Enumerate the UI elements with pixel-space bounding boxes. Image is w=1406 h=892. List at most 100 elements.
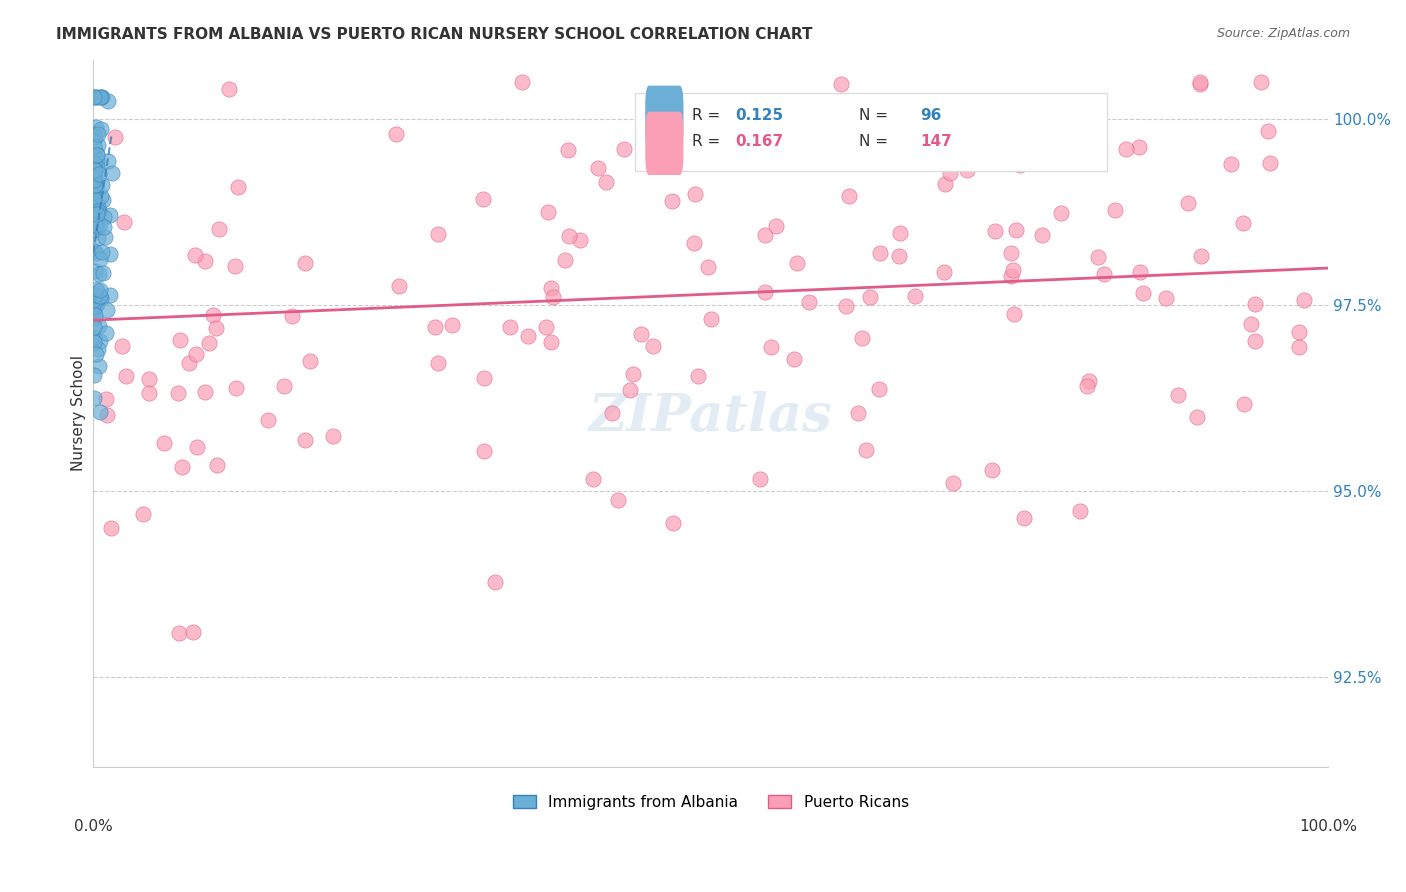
Immigrants from Albania <box>89 217 111 231</box>
Puerto Ricans <box>700 312 723 326</box>
Text: R =: R = <box>692 134 725 149</box>
Puerto Ricans <box>630 326 652 341</box>
Immigrants from Albania <box>86 90 108 104</box>
Immigrants from Albania <box>84 287 107 301</box>
Immigrants from Albania <box>87 127 110 141</box>
Immigrants from Albania <box>83 222 105 236</box>
Immigrants from Albania <box>87 204 110 219</box>
Puerto Ricans <box>838 189 860 203</box>
Immigrants from Albania <box>84 245 107 260</box>
Puerto Ricans <box>172 460 194 475</box>
Puerto Ricans <box>299 354 322 368</box>
Immigrants from Albania <box>89 203 111 218</box>
Puerto Ricans <box>754 285 776 299</box>
Puerto Ricans <box>851 331 873 345</box>
Puerto Ricans <box>956 162 979 177</box>
Puerto Ricans <box>425 319 447 334</box>
Puerto Ricans <box>194 384 217 399</box>
Puerto Ricans <box>980 463 1002 477</box>
Text: 147: 147 <box>921 134 952 149</box>
Puerto Ricans <box>1177 195 1199 210</box>
Puerto Ricans <box>600 406 623 420</box>
Puerto Ricans <box>1032 147 1054 161</box>
Puerto Ricans <box>835 299 858 313</box>
Puerto Ricans <box>1129 265 1152 279</box>
Immigrants from Albania <box>84 263 107 277</box>
Puerto Ricans <box>96 392 118 406</box>
Puerto Ricans <box>1069 503 1091 517</box>
Puerto Ricans <box>169 625 191 640</box>
Immigrants from Albania <box>100 208 122 222</box>
Text: 96: 96 <box>921 108 942 123</box>
Puerto Ricans <box>294 434 316 448</box>
Puerto Ricans <box>1128 140 1150 154</box>
Immigrants from Albania <box>86 160 108 174</box>
Puerto Ricans <box>1154 291 1177 305</box>
Immigrants from Albania <box>90 90 112 104</box>
Immigrants from Albania <box>89 252 111 266</box>
Immigrants from Albania <box>82 197 104 211</box>
Text: IMMIGRANTS FROM ALBANIA VS PUERTO RICAN NURSERY SCHOOL CORRELATION CHART: IMMIGRANTS FROM ALBANIA VS PUERTO RICAN … <box>56 27 813 42</box>
Legend: Immigrants from Albania, Puerto Ricans: Immigrants from Albania, Puerto Ricans <box>506 789 915 815</box>
Puerto Ricans <box>934 177 956 191</box>
Immigrants from Albania <box>83 197 105 211</box>
Immigrants from Albania <box>87 285 110 299</box>
Puerto Ricans <box>257 413 280 427</box>
Puerto Ricans <box>917 103 939 117</box>
Puerto Ricans <box>218 81 240 95</box>
Immigrants from Albania <box>87 359 110 373</box>
Puerto Ricans <box>868 382 890 396</box>
Text: N =: N = <box>859 108 893 123</box>
Puerto Ricans <box>1288 340 1310 354</box>
Puerto Ricans <box>1076 379 1098 393</box>
Puerto Ricans <box>472 371 495 385</box>
Immigrants from Albania <box>84 90 107 104</box>
Immigrants from Albania <box>84 163 107 178</box>
Immigrants from Albania <box>84 120 107 135</box>
Immigrants from Albania <box>91 193 114 207</box>
Puerto Ricans <box>662 516 685 530</box>
Puerto Ricans <box>765 219 787 233</box>
Puerto Ricans <box>697 260 720 275</box>
Immigrants from Albania <box>90 189 112 203</box>
Puerto Ricans <box>205 458 228 473</box>
Puerto Ricans <box>932 265 955 279</box>
Puerto Ricans <box>1050 205 1073 219</box>
Immigrants from Albania <box>86 207 108 221</box>
Puerto Ricans <box>186 441 208 455</box>
Puerto Ricans <box>294 256 316 270</box>
Puerto Ricans <box>889 227 911 241</box>
Puerto Ricans <box>1092 267 1115 281</box>
Puerto Ricans <box>111 339 134 353</box>
Puerto Ricans <box>226 179 249 194</box>
Puerto Ricans <box>606 493 628 508</box>
Puerto Ricans <box>440 318 463 332</box>
Immigrants from Albania <box>90 178 112 192</box>
Immigrants from Albania <box>82 202 104 216</box>
Text: 0.167: 0.167 <box>735 134 783 149</box>
Puerto Ricans <box>1115 142 1137 156</box>
Puerto Ricans <box>1189 77 1212 91</box>
Immigrants from Albania <box>90 122 112 136</box>
Immigrants from Albania <box>89 283 111 297</box>
Puerto Ricans <box>859 290 882 304</box>
Puerto Ricans <box>1244 334 1267 349</box>
Puerto Ricans <box>558 229 581 244</box>
Puerto Ricans <box>388 278 411 293</box>
Puerto Ricans <box>904 289 927 303</box>
Immigrants from Albania <box>89 267 111 281</box>
Immigrants from Albania <box>87 319 110 334</box>
Puerto Ricans <box>754 228 776 243</box>
Puerto Ricans <box>945 103 967 118</box>
Immigrants from Albania <box>82 181 104 195</box>
Immigrants from Albania <box>84 218 107 232</box>
Immigrants from Albania <box>83 138 105 153</box>
Puerto Ricans <box>1257 124 1279 138</box>
Immigrants from Albania <box>83 165 105 179</box>
Immigrants from Albania <box>94 326 117 340</box>
Immigrants from Albania <box>84 162 107 177</box>
Puerto Ricans <box>1047 128 1070 143</box>
Immigrants from Albania <box>97 94 120 108</box>
Immigrants from Albania <box>93 219 115 234</box>
Immigrants from Albania <box>83 156 105 170</box>
